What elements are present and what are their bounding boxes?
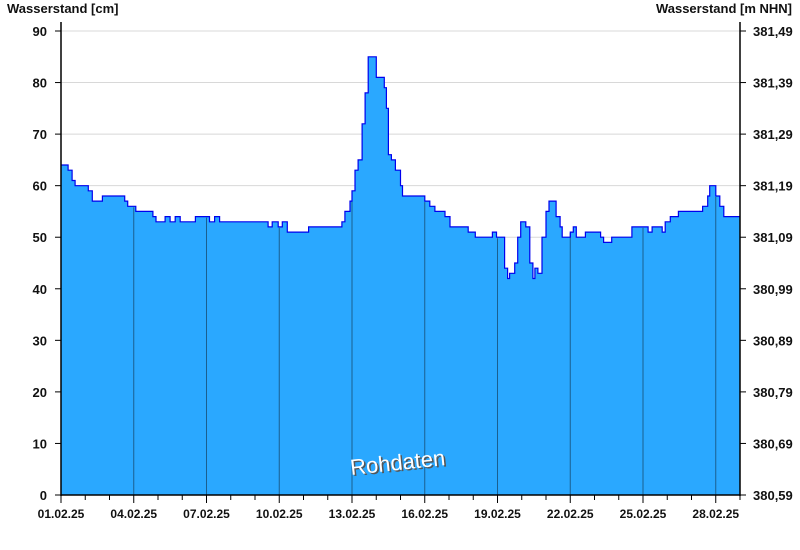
x-tick-label: 19.02.25 xyxy=(474,507,521,521)
y-tick-label-right: 380,99 xyxy=(753,282,793,297)
y-tick-label-right: 381,29 xyxy=(753,127,793,142)
x-tick-label: 04.02.25 xyxy=(110,507,157,521)
y-tick-label-right: 381,19 xyxy=(753,179,793,194)
x-tick-label: 07.02.25 xyxy=(183,507,230,521)
y-tick-label-left: 30 xyxy=(33,333,47,348)
y-tick-label-left: 60 xyxy=(33,179,47,194)
y-tick-label-right: 380,89 xyxy=(753,333,793,348)
y-tick-label-left: 10 xyxy=(33,436,47,451)
y-tick-label-right: 381,39 xyxy=(753,76,793,91)
y-tick-label-left: 40 xyxy=(33,282,47,297)
x-tick-label: 01.02.25 xyxy=(38,507,85,521)
x-tick-label: 16.02.25 xyxy=(401,507,448,521)
y-tick-label-left: 80 xyxy=(33,76,47,91)
y-tick-label-right: 380,79 xyxy=(753,385,793,400)
y-tick-label-left: 50 xyxy=(33,230,47,245)
left-axis-title: Wasserstand [cm] xyxy=(7,1,119,16)
x-tick-label: 25.02.25 xyxy=(620,507,667,521)
y-tick-label-left: 70 xyxy=(33,127,47,142)
x-tick-label: 28.02.25 xyxy=(692,507,739,521)
y-tick-label-right: 381,49 xyxy=(753,24,793,39)
x-tick-label: 22.02.25 xyxy=(547,507,594,521)
data-area xyxy=(61,56,740,496)
y-tick-label-left: 90 xyxy=(33,24,47,39)
x-tick-label: 10.02.25 xyxy=(256,507,303,521)
y-tick-label-left: 0 xyxy=(40,488,47,503)
y-tick-label-right: 380,69 xyxy=(753,436,793,451)
y-tick-label-left: 20 xyxy=(33,385,47,400)
x-tick-label: 13.02.25 xyxy=(329,507,376,521)
right-axis-title: Wasserstand [m NHN] xyxy=(655,1,792,16)
y-tick-label-right: 381,09 xyxy=(753,230,793,245)
data-line xyxy=(61,56,740,280)
y-tick-label-right: 380,59 xyxy=(753,488,793,503)
